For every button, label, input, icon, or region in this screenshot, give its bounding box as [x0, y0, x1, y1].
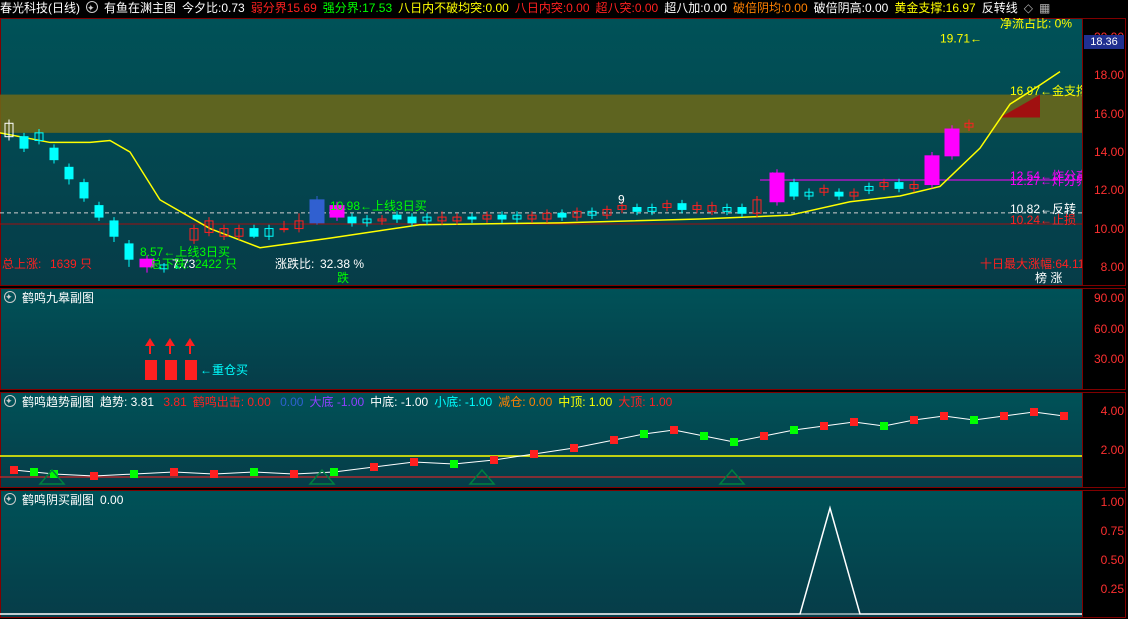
svg-text:2422 只: 2422 只	[195, 257, 237, 271]
gear-icon[interactable]	[4, 291, 16, 303]
svg-text:十日最大涨幅:64.11 %: 十日最大涨幅:64.11 %	[980, 256, 1082, 271]
svg-text:9: 9	[618, 193, 625, 207]
grid-icon[interactable]: ▦	[1039, 1, 1050, 15]
svg-text:12.54←炸分高: 12.54←炸分高	[1010, 168, 1082, 183]
header-bar: 春光科技(日线)有鱼在渊主图今夕比:0.73弱分界15.69强分界:17.53八…	[0, 0, 1082, 16]
svg-text:10.98←上线3日买: 10.98←上线3日买	[330, 199, 427, 213]
gear-icon[interactable]	[4, 395, 16, 407]
sub2-title: 鹤鸣趋势副图趋势: 3.81 3.81鹤鸣出击: 0.00 0.00大底 -1.…	[4, 394, 1078, 408]
svg-text:7.73: 7.73	[172, 257, 196, 271]
svg-text:32.38 %: 32.38 %	[320, 257, 364, 271]
price-badge: 18.36	[1084, 35, 1124, 49]
stock-name: 春光科技(日线)	[0, 1, 80, 15]
svg-text:19.71←: 19.71←	[940, 32, 982, 46]
gear-icon[interactable]	[4, 493, 16, 505]
svg-text:总上涨:: 总上涨:	[2, 256, 41, 271]
svg-text:涨跌比:: 涨跌比:	[275, 256, 314, 271]
sub3-title: 鹤鸣阴买副图0.00	[4, 492, 1078, 506]
y-axis: 30.0060.0090.00	[1084, 288, 1128, 390]
indicator-name: 有鱼在渊主图	[104, 1, 176, 15]
main-chart[interactable]: 8.57←上线3日买10.98←上线3日买19.71←净流占比: 0%16.97…	[0, 18, 1082, 286]
sub3-chart[interactable]	[0, 490, 1082, 618]
svg-text:10.24←止损: 10.24←止损	[1010, 213, 1076, 227]
svg-text:炸: 炸	[770, 172, 782, 186]
svg-text:榜 涨: 榜 涨	[1035, 270, 1062, 285]
y-axis: 2.004.00	[1084, 392, 1128, 488]
svg-text:跌: 跌	[337, 270, 349, 285]
svg-text:←重仓买: ←重仓买	[200, 363, 248, 377]
y-axis: 0.250.500.751.00	[1084, 490, 1128, 618]
y-axis: 8.0010.0012.0014.0016.0018.0020.00	[1084, 18, 1128, 286]
svg-text:1639 只: 1639 只	[50, 257, 92, 271]
gear-icon[interactable]	[86, 1, 98, 13]
diamond-icon[interactable]: ◇	[1024, 1, 1033, 15]
svg-text:16.97←金支撑: 16.97←金支撑	[1010, 83, 1082, 98]
sub1-title: 鹤鸣九皋副图	[4, 290, 1078, 304]
svg-text:净流占比: 0%: 净流占比: 0%	[1000, 18, 1072, 31]
